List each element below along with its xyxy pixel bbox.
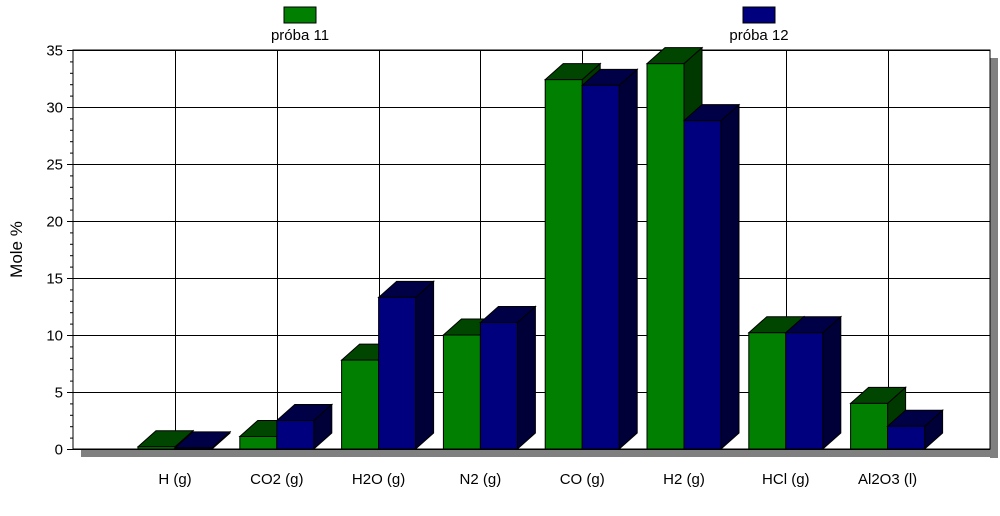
legend-label: próba 11	[271, 27, 329, 44]
y-tick-label: 30	[46, 100, 63, 117]
bar-side	[415, 280, 435, 451]
bar	[239, 435, 278, 450]
bar-side	[720, 103, 740, 451]
x-tick-label: CO (g)	[560, 471, 605, 488]
bar	[378, 296, 417, 450]
bar	[581, 84, 620, 450]
y-tick-label: 20	[46, 214, 63, 231]
bar-side	[822, 315, 842, 451]
bar	[748, 332, 787, 450]
x-tick-label: H2 (g)	[663, 471, 705, 488]
bar	[544, 79, 583, 450]
bar-side	[618, 68, 638, 451]
x-tick-label: N2 (g)	[460, 471, 502, 488]
y-tick-label: 25	[46, 157, 63, 174]
y-tick-label: 10	[46, 328, 63, 345]
legend-swatch	[283, 6, 317, 24]
legend-swatch	[742, 6, 776, 24]
bar	[341, 359, 380, 450]
y-tick-label: 15	[46, 271, 63, 288]
bar	[850, 402, 889, 450]
bar	[683, 120, 722, 450]
plot-shadow-bottom	[81, 449, 998, 457]
bar	[137, 446, 176, 450]
bar	[479, 321, 518, 450]
y-tick-label: 0	[55, 442, 63, 459]
x-tick-label: H2O (g)	[352, 471, 405, 488]
bar	[442, 334, 481, 450]
x-tick-label: CO2 (g)	[250, 471, 303, 488]
y-tick-label: 5	[55, 385, 63, 402]
bar	[646, 63, 685, 450]
x-tick-label: Al2O3 (l)	[858, 471, 917, 488]
y-tick-label: 35	[46, 43, 63, 60]
bar	[276, 420, 315, 450]
plot-shadow-right	[990, 58, 998, 458]
bar	[887, 425, 926, 450]
bar	[785, 332, 824, 450]
x-tick-label: H (g)	[158, 471, 191, 488]
bar	[174, 447, 213, 450]
bar-side	[516, 305, 536, 451]
x-tick-label: HCl (g)	[762, 471, 810, 488]
legend-label: próba 12	[729, 27, 788, 44]
y-axis-label: Mole %	[7, 221, 26, 278]
